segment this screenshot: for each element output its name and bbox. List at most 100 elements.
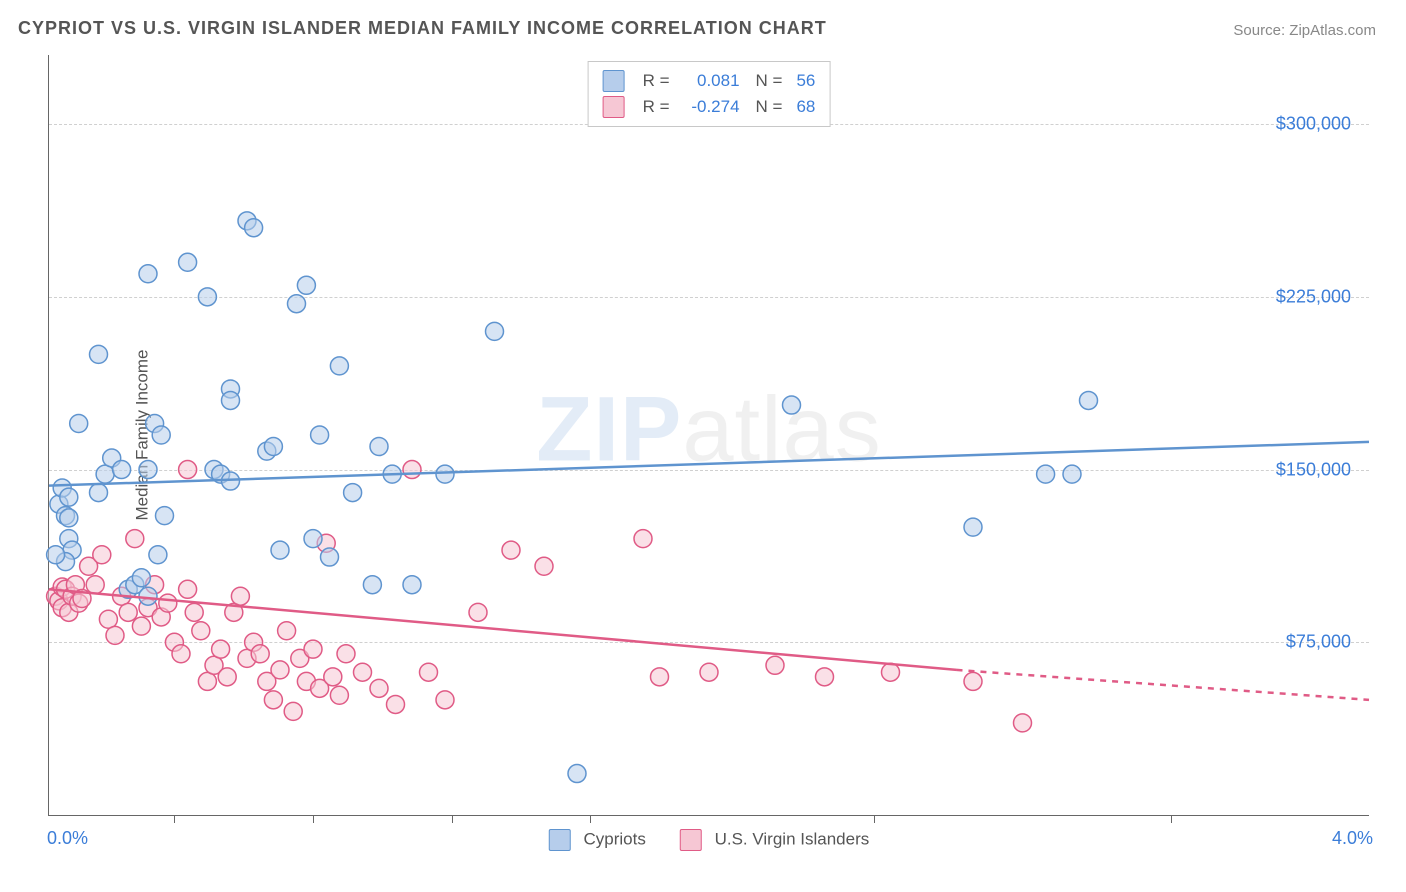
data-point <box>568 765 586 783</box>
data-point <box>172 645 190 663</box>
data-point <box>192 622 210 640</box>
data-point <box>218 668 236 686</box>
data-point <box>149 546 167 564</box>
data-point <box>1063 465 1081 483</box>
data-point <box>139 265 157 283</box>
data-point <box>321 548 339 566</box>
data-point <box>106 626 124 644</box>
swatch-usvi-icon <box>680 829 702 851</box>
data-point <box>370 438 388 456</box>
data-point <box>198 672 216 690</box>
x-tick-mark <box>1171 815 1172 823</box>
data-point <box>179 253 197 271</box>
x-tick-mark <box>590 815 591 823</box>
data-point <box>288 295 306 313</box>
data-point <box>90 345 108 363</box>
data-point <box>964 518 982 536</box>
plot-area: Median Family Income $75,000$150,000$225… <box>48 55 1369 816</box>
data-point <box>126 530 144 548</box>
data-point <box>1037 465 1055 483</box>
data-point <box>113 461 131 479</box>
data-point <box>251 645 269 663</box>
x-tick-mark <box>313 815 314 823</box>
data-point <box>330 686 348 704</box>
data-point <box>132 569 150 587</box>
x-tick-mark <box>874 815 875 823</box>
data-point <box>634 530 652 548</box>
legend-item-cypriots: Cypriots <box>549 829 646 851</box>
data-point <box>93 546 111 564</box>
x-axis-start-label: 0.0% <box>47 828 88 849</box>
data-point <box>159 594 177 612</box>
data-point <box>86 576 104 594</box>
data-point <box>90 484 108 502</box>
swatch-usvi <box>603 96 625 118</box>
data-point <box>47 546 65 564</box>
x-axis-end-label: 4.0% <box>1332 828 1373 849</box>
data-point <box>344 484 362 502</box>
data-point <box>370 679 388 697</box>
data-point <box>60 509 78 527</box>
data-point <box>964 672 982 690</box>
data-point <box>354 663 372 681</box>
data-point <box>486 322 504 340</box>
data-point <box>179 461 197 479</box>
data-point <box>403 461 421 479</box>
data-point <box>185 603 203 621</box>
data-point <box>387 695 405 713</box>
data-point <box>271 661 289 679</box>
data-point <box>304 530 322 548</box>
trend-line <box>957 670 1370 700</box>
data-point <box>278 622 296 640</box>
data-point <box>264 438 282 456</box>
chart-source: Source: ZipAtlas.com <box>1233 22 1376 39</box>
data-point <box>324 668 342 686</box>
data-point <box>179 580 197 598</box>
plot-svg <box>49 55 1369 815</box>
data-point <box>119 603 137 621</box>
data-point <box>231 587 249 605</box>
data-point <box>311 426 329 444</box>
data-point <box>882 663 900 681</box>
chart-title: CYPRIOT VS U.S. VIRGIN ISLANDER MEDIAN F… <box>18 18 827 39</box>
data-point <box>60 488 78 506</box>
chart-header: CYPRIOT VS U.S. VIRGIN ISLANDER MEDIAN F… <box>0 0 1406 39</box>
data-point <box>284 702 302 720</box>
data-point <box>198 288 216 306</box>
data-point <box>304 640 322 658</box>
data-point <box>403 576 421 594</box>
correlation-legend-row-usvi: R = -0.274 N = 68 <box>603 94 816 120</box>
data-point <box>816 668 834 686</box>
data-point <box>132 617 150 635</box>
data-point <box>420 663 438 681</box>
data-point <box>363 576 381 594</box>
data-point <box>436 691 454 709</box>
swatch-cypriots <box>603 70 625 92</box>
x-tick-mark <box>452 815 453 823</box>
data-point <box>271 541 289 559</box>
data-point <box>436 465 454 483</box>
series-legend: Cypriots U.S. Virgin Islanders <box>549 829 869 851</box>
data-point <box>502 541 520 559</box>
correlation-legend-row-cypriots: R = 0.081 N = 56 <box>603 68 816 94</box>
data-point <box>139 461 157 479</box>
data-point <box>651 668 669 686</box>
data-point <box>245 219 263 237</box>
trend-line <box>49 442 1369 486</box>
data-point <box>330 357 348 375</box>
data-point <box>99 610 117 628</box>
data-point <box>700 663 718 681</box>
swatch-cypriots-icon <box>549 829 571 851</box>
data-point <box>1080 391 1098 409</box>
data-point <box>1014 714 1032 732</box>
data-point <box>264 691 282 709</box>
data-point <box>535 557 553 575</box>
data-point <box>783 396 801 414</box>
data-point <box>152 426 170 444</box>
data-point <box>212 640 230 658</box>
data-point <box>96 465 114 483</box>
data-point <box>469 603 487 621</box>
data-point <box>297 276 315 294</box>
correlation-legend: R = 0.081 N = 56 R = -0.274 N = 68 <box>588 61 831 127</box>
data-point <box>139 587 157 605</box>
